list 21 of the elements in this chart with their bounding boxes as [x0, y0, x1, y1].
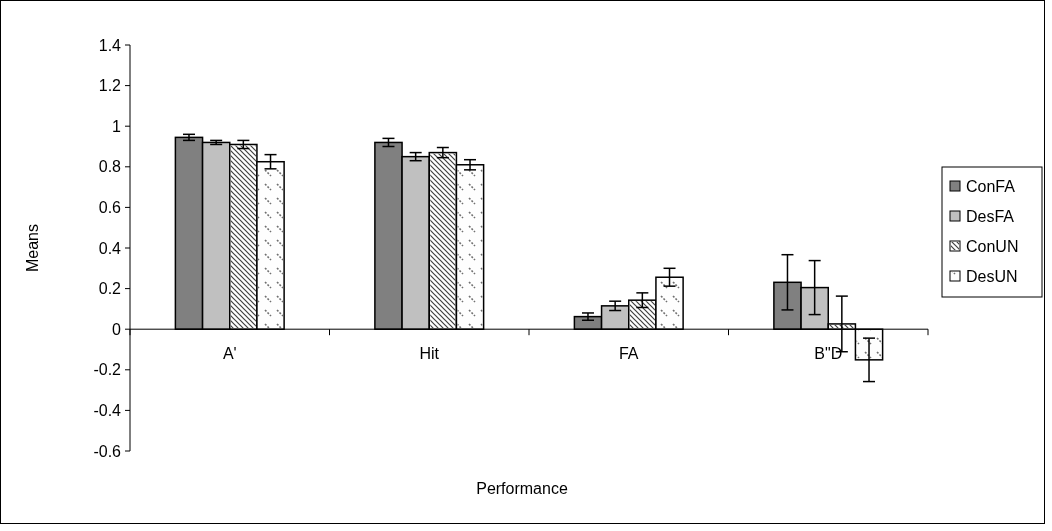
legend-label: DesFA — [966, 207, 1015, 225]
x-axis-title: Performance — [476, 480, 568, 497]
y-tick-label: -0.2 — [93, 361, 122, 379]
y-tick-label: 0.2 — [98, 280, 122, 298]
y-tick-label: 1.4 — [98, 36, 122, 54]
y-tick-label: 0.4 — [98, 239, 122, 257]
x-tick-label: FA — [618, 345, 639, 363]
y-axis-title: Means — [24, 223, 41, 273]
legend-label: DesUN — [966, 267, 1018, 285]
y-tick-label: 1 — [112, 117, 122, 135]
x-tick-label: B"D — [814, 345, 843, 363]
y-tick-label: 0 — [112, 320, 122, 338]
y-tick-label: -0.4 — [93, 402, 122, 419]
legend-label: ConUN — [966, 237, 1019, 255]
x-tick-label: Hit — [419, 345, 440, 363]
y-tick-label: -0.6 — [93, 442, 122, 460]
y-tick-label: 0.6 — [98, 199, 122, 216]
y-tick-label: 0.8 — [98, 158, 122, 176]
y-tick-label: 1.2 — [98, 77, 122, 95]
x-tick-label: A' — [222, 345, 237, 363]
legend-label: ConFA — [966, 177, 1016, 195]
